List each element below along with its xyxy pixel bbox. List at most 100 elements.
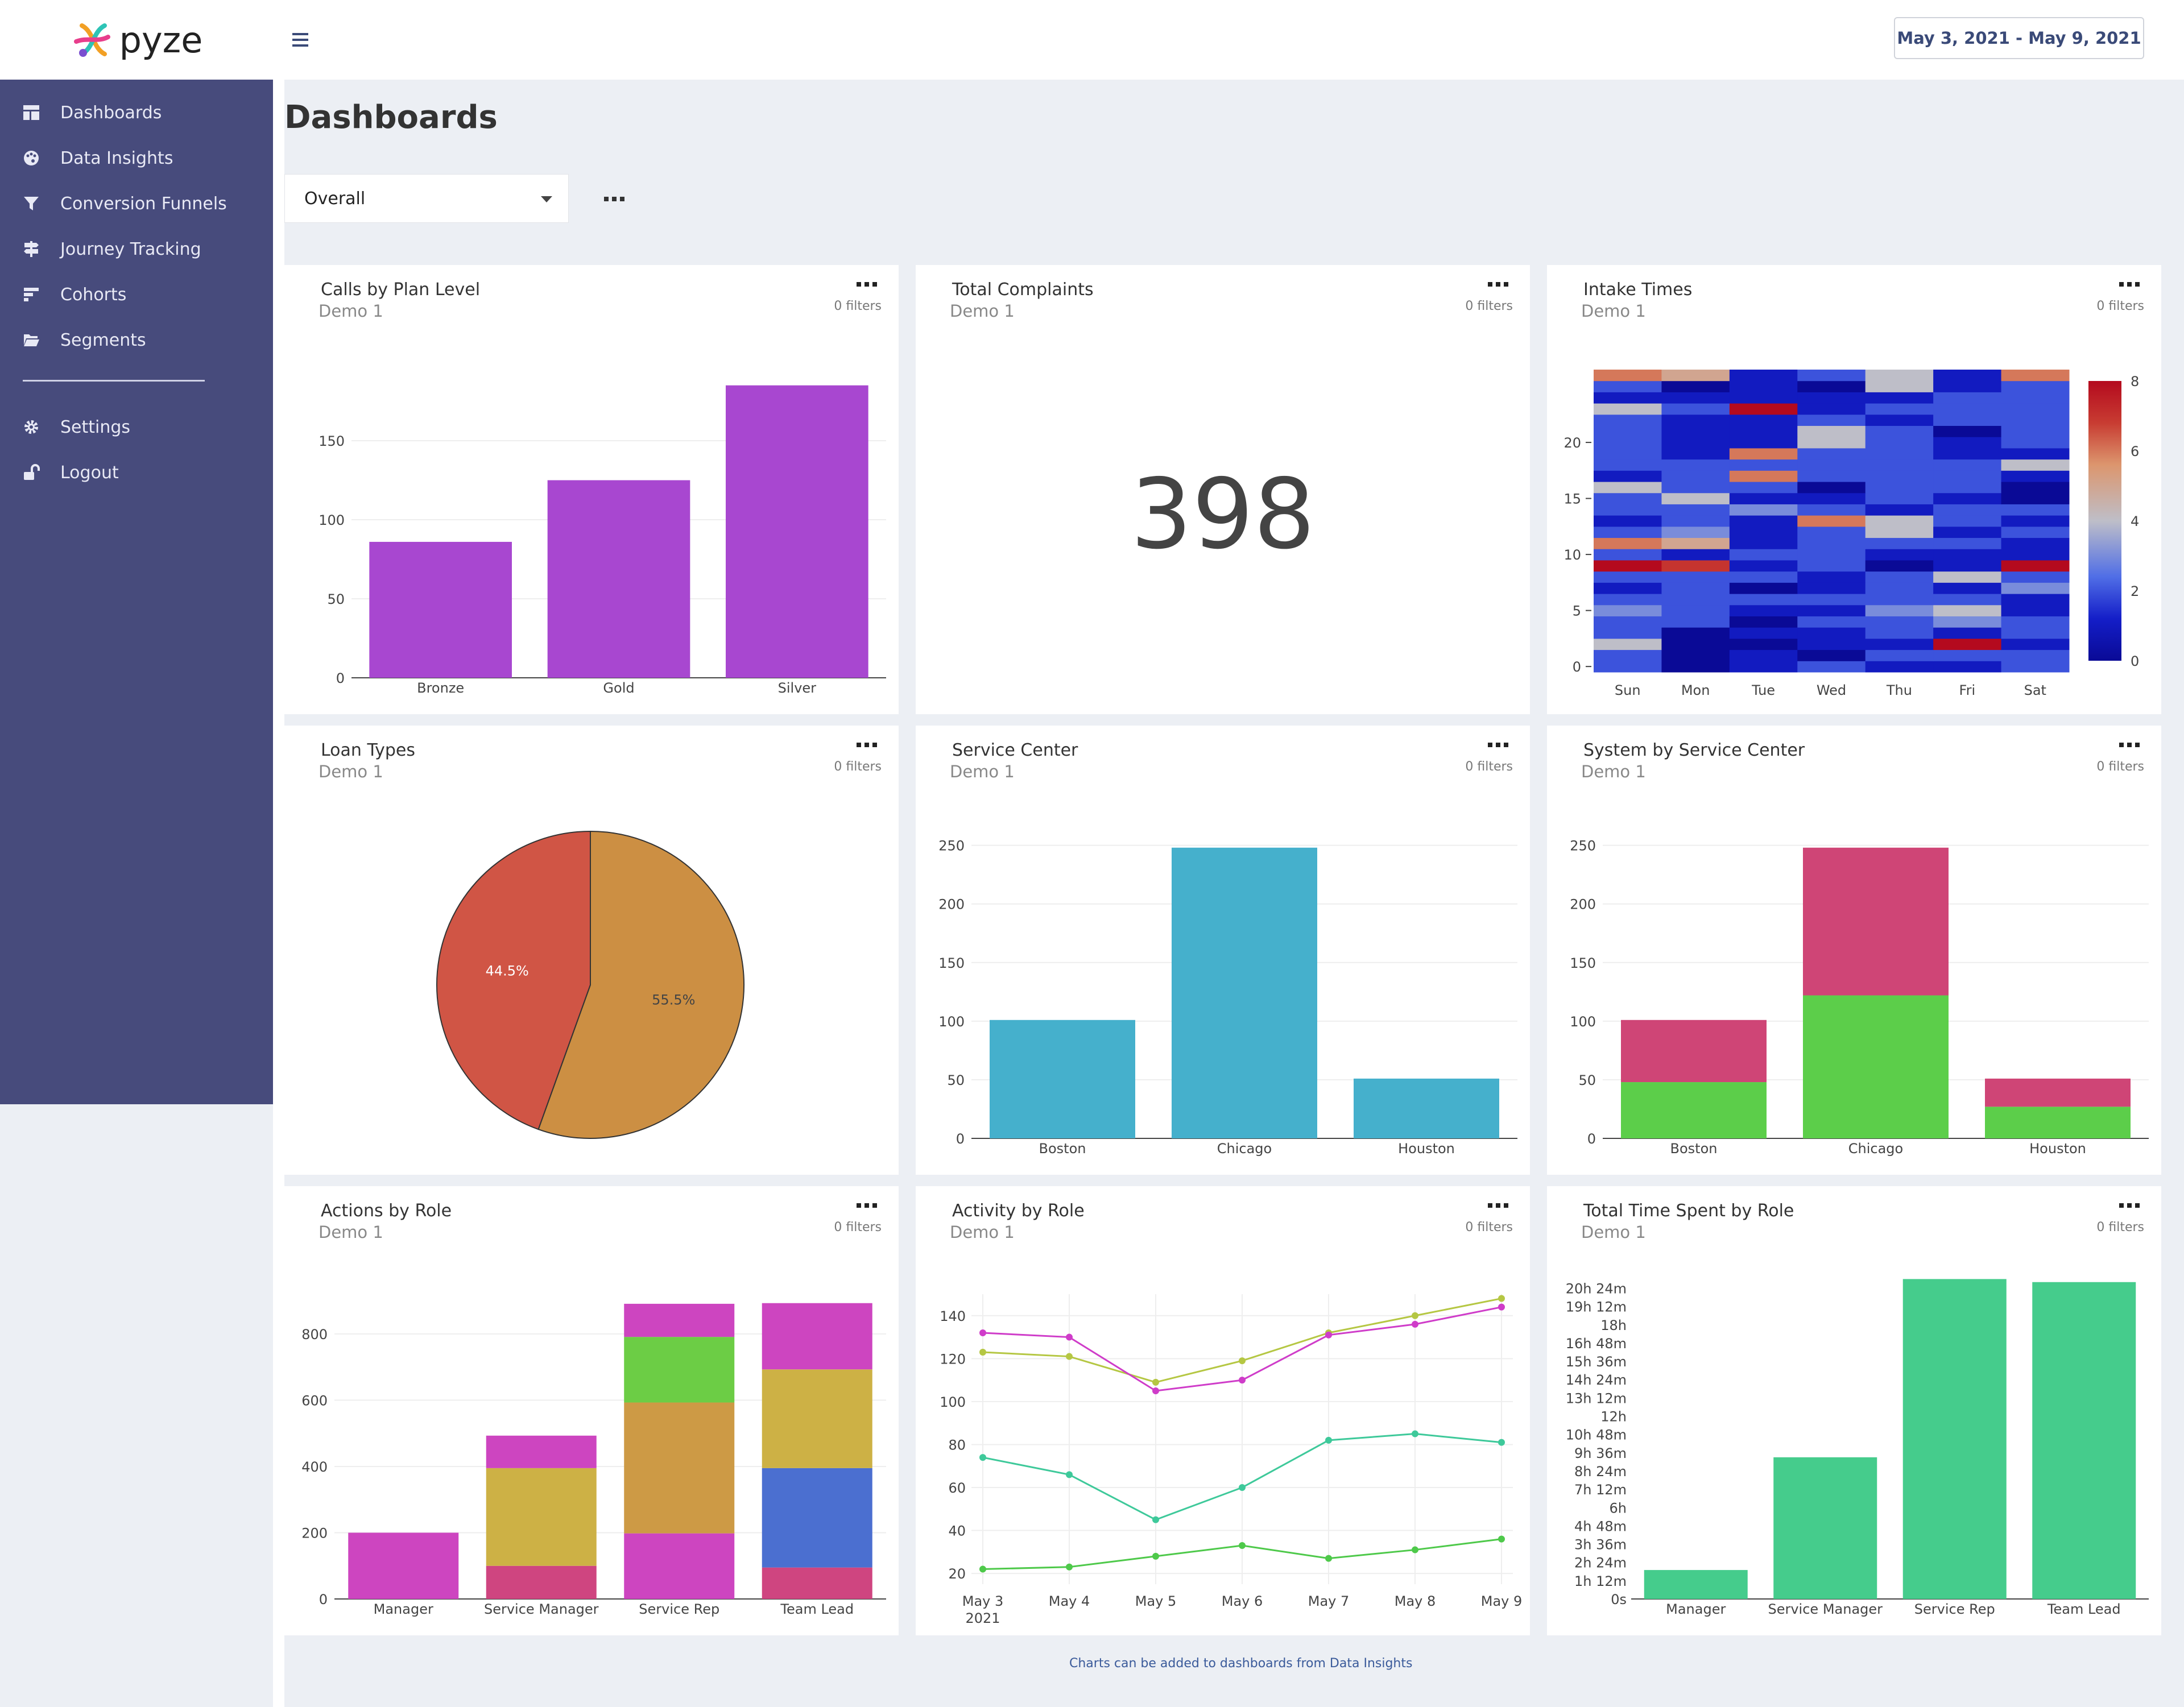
series-point [1412,1320,1418,1328]
x-tick-label: May 4 [1049,1593,1090,1609]
card-subtitle: Demo 1 [318,1223,383,1242]
heatmap-cell [1865,638,1934,651]
footer-note: Charts can be added to dashboards from D… [1069,1656,1413,1671]
series-point [1325,1331,1332,1339]
heatmap-cell [1933,594,2002,606]
card-more-options-icon[interactable] [855,279,878,290]
heatmap-cell [2001,638,2070,651]
heatmap-cell [1797,437,1866,449]
heatmap-cell [1865,414,1934,426]
heatmap-cell [1797,594,1866,606]
pie-slice [436,830,591,1130]
heatmap-cell [1865,437,1934,449]
sidebar: pyze Dashboards Data Insights Conversion… [0,0,273,1104]
series-point [979,1349,986,1356]
heatmap-cell [1661,482,1730,494]
chart-plot: May 3 May 4 May 5 May 6 May 7 May 8 May 9 2021 2… [940,1294,1522,1626]
x-tick-label: Mon [1681,682,1710,698]
heatmap-cell [1933,571,2002,583]
y-tick-label: 19h 12m [1566,1299,1627,1315]
heatmap-cell [1933,627,2002,639]
card-filter-count[interactable]: 0 filters [834,760,882,774]
bar-segment [624,1402,735,1534]
heatmap-cell [2001,627,2070,639]
card-more-options-icon[interactable] [2118,279,2141,290]
heatmap-cell [1865,459,1934,471]
x-tick-label: Service Rep [639,1601,719,1617]
sidebar-item-label: Data Insights [60,148,173,168]
hamburger-icon[interactable] [290,28,313,51]
card-filter-count[interactable]: 0 filters [1465,299,1513,313]
heatmap-cell [2001,392,2070,404]
heatmap-cell [1661,526,1730,538]
sidebar-item-dashboards[interactable]: Dashboards [0,90,273,135]
x-tick-label: Service Rep [1914,1601,1995,1617]
heatmap-cell [1594,448,1662,460]
heatmap-cell [1797,582,1866,594]
heatmap-cell [1865,403,1934,415]
heatmap-cell [1594,638,1662,651]
x-tick-label: Manager [1666,1601,1726,1617]
y-tick-label: 50 [947,1072,965,1088]
card-more-options-icon[interactable] [2118,739,2141,751]
sidebar-item-label: Conversion Funnels [60,193,227,214]
series-point [1066,1471,1073,1478]
more-options-icon[interactable] [603,193,626,205]
y-tick-label: 150 [318,433,345,449]
x-tick-label: Bronze [417,680,464,696]
card-more-options-icon[interactable] [855,739,878,751]
heatmap-cell [1729,414,1798,426]
y-tick-label: 0 [956,1131,965,1147]
x-tick-label: Thu [1886,682,1912,698]
card-filter-count[interactable]: 0 filters [834,1220,882,1234]
funnel-icon [24,197,39,210]
card-filter-count[interactable]: 0 filters [2096,299,2144,313]
heatmap-cell [1933,392,2002,404]
date-range-picker[interactable]: May 3, 2021 - May 9, 2021 [1894,17,2144,59]
bar [2032,1282,2136,1599]
bar [369,541,512,678]
card-filter-count[interactable]: 0 filters [834,299,882,313]
heatmap-cell [1594,571,1662,583]
heatmap-cell [1933,504,2002,516]
card-more-options-icon[interactable] [1487,739,1509,751]
y-tick-label: 100 [1570,1014,1596,1030]
heatmap-cell [1797,414,1866,426]
heatmap-cell [2001,403,2070,415]
card-title: Calls by Plan Level [321,280,481,300]
y-tick-label: 12h [1600,1409,1627,1425]
series-point [1066,1333,1073,1341]
sidebar-item-settings[interactable]: Settings [0,404,273,450]
heatmap-cell [2001,504,2070,516]
card-filter-count[interactable]: 0 filters [1465,1220,1513,1234]
logo[interactable]: pyze [0,0,273,80]
sidebar-item-segments[interactable]: Segments [0,317,273,363]
series-point [979,1454,986,1461]
sidebar-item-logout[interactable]: Logout [0,450,273,495]
sidebar-item-journey-tracking[interactable]: Journey Tracking [0,226,273,272]
card-filter-count[interactable]: 0 filters [2096,760,2144,774]
chart-plot: 55.5% 44.5% [436,830,744,1139]
card-filter-count[interactable]: 0 filters [1465,760,1513,774]
heatmap-cell [1661,616,1730,628]
card-more-options-icon[interactable] [1487,279,1509,290]
y-tick-label: 20 [1563,435,1581,451]
y-tick-label: 20h 24m [1566,1281,1627,1296]
y-tick-label: 100 [938,1014,965,1030]
bar-segment [762,1567,872,1599]
sidebar-item-data-insights[interactable]: Data Insights [0,135,273,181]
x-tick-label: Sat [2024,682,2046,698]
dashboard-view-select[interactable]: Overall [284,174,569,223]
card-more-options-icon[interactable] [1487,1200,1509,1211]
chart-plot: 0 200 400 600 800 Manager Service Manager Servi… [301,1303,886,1617]
heatmap-cell [1797,571,1866,583]
sidebar-item-conversion-funnels[interactable]: Conversion Funnels [0,181,273,226]
card-more-options-icon[interactable] [855,1200,878,1211]
heatmap-cell [1797,459,1866,471]
heatmap-cell [1865,470,1934,482]
sidebar-item-cohorts[interactable]: Cohorts [0,272,273,317]
x-tick-label: Fri [1959,682,1976,698]
card-filter-count[interactable]: 0 filters [2096,1220,2144,1234]
heatmap-cell [1729,616,1798,628]
card-more-options-icon[interactable] [2118,1200,2141,1211]
